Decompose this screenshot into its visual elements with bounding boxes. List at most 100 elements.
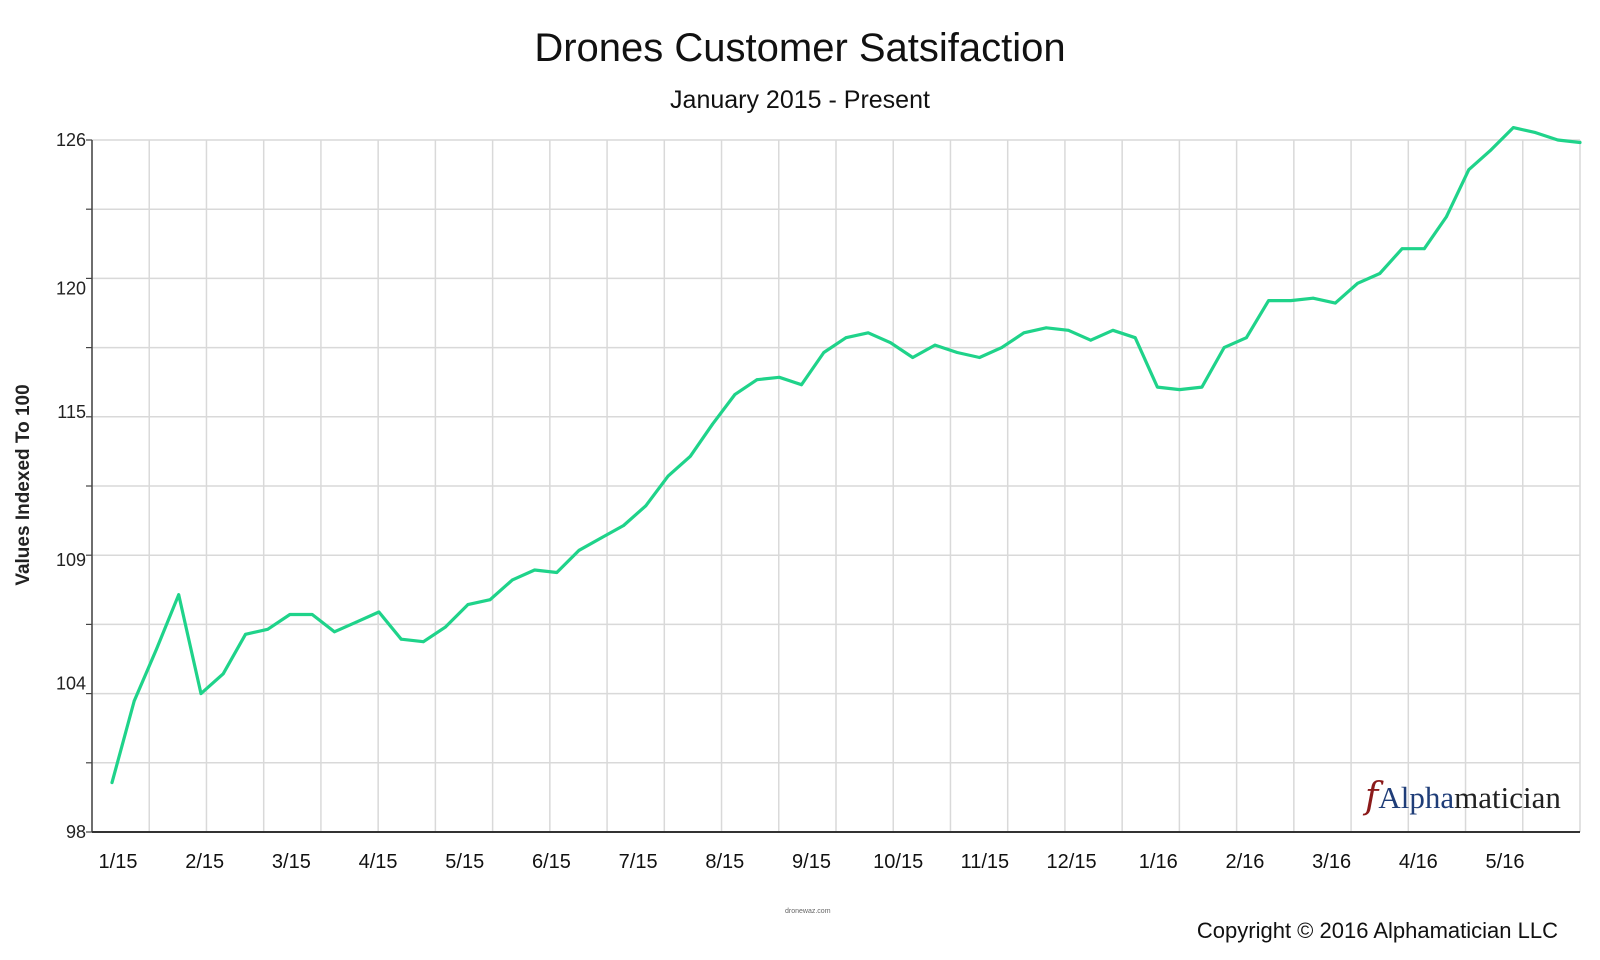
- data-point: [1378, 272, 1382, 275]
- data-point: [1511, 126, 1515, 129]
- data-point: [488, 598, 492, 602]
- data-point: [555, 571, 559, 574]
- data-point: [1333, 301, 1337, 305]
- series-line: [110, 125, 1582, 785]
- y-tick-label: 120: [56, 278, 86, 298]
- grid-lines: [91, 139, 1581, 833]
- data-point: [1133, 336, 1137, 340]
- data-point: [1445, 215, 1448, 219]
- data-point: [978, 356, 981, 359]
- data-point: [577, 548, 581, 552]
- data-point: [800, 383, 803, 387]
- y-tick-label: 98: [66, 822, 86, 842]
- data-point: [822, 351, 826, 354]
- data-point: [1156, 385, 1159, 389]
- data-point: [266, 627, 270, 631]
- x-tick-label: 3/15: [272, 851, 311, 873]
- data-point: [1311, 296, 1315, 300]
- axes: [86, 139, 1580, 833]
- data-point: [1422, 247, 1426, 251]
- data-point: [1489, 148, 1493, 152]
- data-point: [466, 603, 470, 606]
- data-point: [199, 692, 203, 695]
- x-tick-label: 1/16: [1139, 851, 1178, 873]
- series-layer: [110, 125, 1582, 785]
- data-point: [1289, 299, 1293, 302]
- data-point: [110, 781, 114, 784]
- y-tick-label: 109: [56, 550, 86, 570]
- x-tick-label: 7/15: [619, 851, 658, 873]
- logo-mark: 𝑓: [1365, 776, 1379, 816]
- data-point: [955, 351, 959, 354]
- data-point: [132, 699, 136, 703]
- data-point: [644, 504, 648, 508]
- data-point: [177, 593, 181, 597]
- data-point: [622, 524, 625, 527]
- data-point: [1356, 281, 1359, 285]
- data-point: [155, 647, 158, 651]
- data-point: [1200, 385, 1204, 389]
- data-point: [310, 613, 314, 616]
- y-tick-label: 126: [56, 130, 86, 150]
- data-point: [511, 578, 514, 582]
- data-point: [1089, 338, 1093, 342]
- data-point: [221, 672, 225, 676]
- x-tick-label: 11/15: [961, 851, 1010, 873]
- tick-labels: 98 104 109 115 120 126 1/15 2/15 3/15 4/15 5/15 6/1…: [56, 130, 1525, 873]
- x-tick-label: 9/15: [792, 851, 831, 873]
- data-point: [1111, 328, 1115, 332]
- data-point: [1578, 141, 1582, 144]
- x-tick-label: 6/15: [532, 851, 571, 873]
- data-point: [1000, 346, 1004, 349]
- x-tick-label: 4/15: [359, 851, 398, 873]
- x-tick-label: 8/15: [705, 851, 744, 873]
- data-point: [533, 568, 536, 572]
- data-point: [1222, 346, 1226, 349]
- copyright-text: Copyright © 2016 Alphamatician LLC: [1196, 918, 1558, 943]
- data-point: [688, 454, 692, 458]
- small-watermark: dronewaz.com: [785, 908, 831, 915]
- x-tick-label: 5/15: [445, 851, 484, 873]
- data-point: [1400, 247, 1404, 251]
- data-point: [1067, 328, 1070, 332]
- data-point: [1044, 326, 1048, 330]
- data-point: [889, 341, 892, 345]
- data-point: [911, 356, 915, 359]
- data-point: [733, 393, 737, 396]
- x-tick-label: 1/15: [99, 851, 138, 873]
- y-tick-label: 104: [56, 674, 86, 694]
- data-point: [422, 640, 425, 644]
- y-tick-label: 115: [57, 402, 86, 422]
- data-point: [844, 336, 848, 340]
- data-point: [755, 378, 759, 382]
- logo-alpha: Alpha: [1378, 780, 1455, 815]
- data-point: [1556, 138, 1560, 142]
- x-tick-label: 4/16: [1399, 851, 1438, 873]
- x-tick-label: 5/16: [1486, 851, 1525, 873]
- data-point: [599, 536, 603, 540]
- data-point: [933, 343, 937, 347]
- chart-subtitle: January 2015 - Present: [670, 86, 930, 114]
- y-axis-label: Values Indexed To 100: [13, 384, 34, 585]
- data-point: [1267, 299, 1270, 302]
- data-point: [288, 613, 292, 616]
- data-point: [1178, 388, 1181, 391]
- data-point: [444, 625, 447, 629]
- logo-rest: matician: [1454, 780, 1561, 815]
- x-tick-label: 2/15: [185, 851, 224, 873]
- data-point: [1022, 331, 1026, 335]
- data-point: [777, 375, 781, 379]
- x-tick-label: 3/16: [1312, 851, 1351, 873]
- data-point: [666, 474, 670, 478]
- data-point: [333, 630, 336, 634]
- x-tick-label: 12/15: [1047, 851, 1097, 873]
- x-tick-label: 2/16: [1225, 851, 1264, 873]
- alphamatician-logo: 𝑓Alphamatician: [1365, 775, 1561, 817]
- data-point: [244, 632, 247, 636]
- data-point: [1534, 131, 1537, 135]
- data-point: [1245, 336, 1248, 340]
- data-point: [711, 422, 714, 426]
- data-point: [399, 637, 403, 641]
- chart-title: Drones Customer Satsifaction: [534, 26, 1066, 70]
